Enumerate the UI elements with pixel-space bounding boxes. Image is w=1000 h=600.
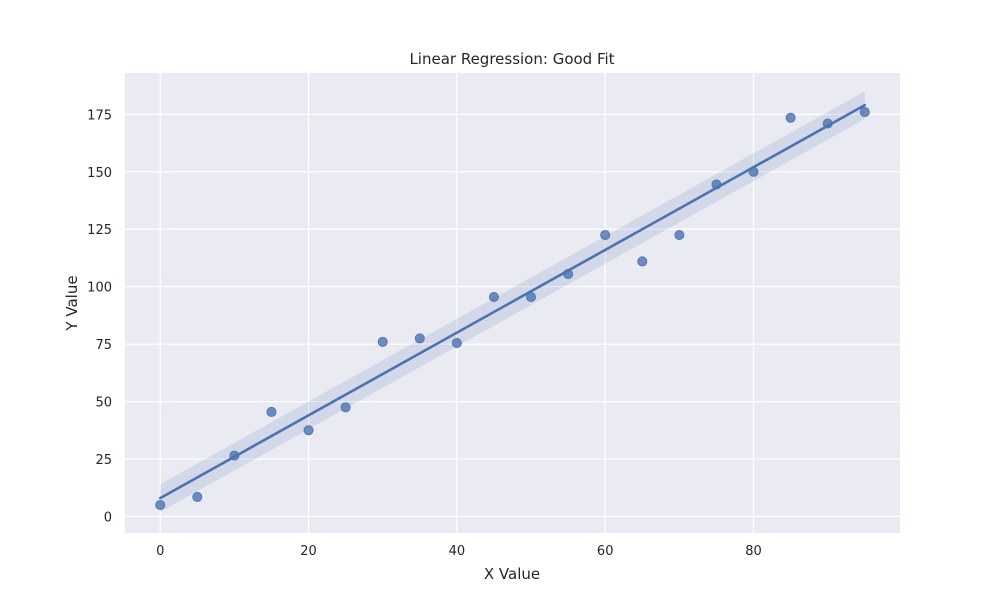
data-point bbox=[303, 425, 314, 436]
data-point bbox=[340, 402, 351, 413]
y-tick-label: 100 bbox=[87, 281, 112, 296]
data-point bbox=[600, 229, 611, 240]
data-points-layer bbox=[155, 107, 870, 510]
data-point bbox=[711, 179, 722, 190]
y-tick-labels: 0 25 50 75 100 125 150 175 bbox=[87, 108, 112, 525]
data-point bbox=[822, 118, 833, 129]
x-tick-label: 20 bbox=[300, 544, 317, 559]
data-point bbox=[451, 337, 462, 348]
y-tick-label: 75 bbox=[95, 338, 112, 353]
data-point bbox=[637, 256, 648, 267]
x-tick-label: 80 bbox=[745, 544, 762, 559]
grid-lines bbox=[125, 73, 900, 533]
y-tick-label: 150 bbox=[87, 166, 112, 181]
regression-line-layer bbox=[158, 103, 867, 500]
x-tick-label: 0 bbox=[156, 544, 164, 559]
data-point bbox=[414, 333, 425, 344]
data-point bbox=[488, 292, 499, 303]
x-tick-label: 40 bbox=[449, 544, 466, 559]
y-axis-label: Y Value bbox=[63, 275, 81, 331]
data-point bbox=[674, 229, 685, 240]
chart-title: Linear Regression: Good Fit bbox=[409, 50, 614, 68]
y-tick-label: 175 bbox=[87, 108, 112, 123]
x-tick-labels: 0 20 40 60 80 bbox=[156, 544, 762, 559]
data-point bbox=[229, 450, 240, 461]
data-point bbox=[748, 166, 759, 177]
data-point bbox=[859, 107, 870, 118]
regression-line bbox=[158, 103, 867, 500]
data-point bbox=[563, 269, 574, 280]
data-point bbox=[377, 336, 388, 347]
y-tick-label: 25 bbox=[95, 453, 112, 468]
y-tick-label: 125 bbox=[87, 223, 112, 238]
data-point bbox=[785, 112, 796, 123]
data-point bbox=[266, 406, 277, 417]
data-point bbox=[155, 499, 166, 510]
y-tick-label: 0 bbox=[104, 510, 112, 525]
data-point bbox=[526, 292, 537, 303]
x-axis-label: X Value bbox=[484, 565, 540, 583]
data-point bbox=[192, 491, 203, 502]
x-tick-label: 60 bbox=[597, 544, 614, 559]
y-tick-label: 50 bbox=[95, 396, 112, 411]
